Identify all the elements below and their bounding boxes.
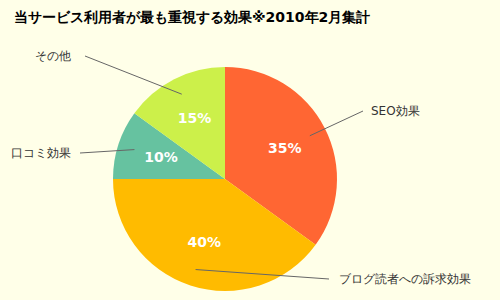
background: [0, 0, 500, 300]
data-label: 35%: [268, 139, 302, 155]
data-label: 15%: [178, 110, 212, 126]
data-labels: 35% 40% 10% 15%: [144, 110, 301, 250]
chart: 当サービス利用者が最も重視する効果※2010年2月集計 SEO効果ブログ読者への訴…: [0, 0, 500, 300]
title: 当サービス利用者が最も重視する効果※2010年2月集計: [14, 9, 370, 25]
category-label: 口コミ効果: [11, 146, 71, 160]
category-label: その他: [35, 49, 71, 63]
slice: [134, 67, 225, 179]
leader-line: [80, 150, 134, 153]
data-label: 40%: [187, 234, 221, 250]
data-label: 10%: [144, 149, 178, 165]
leader-line: [196, 270, 329, 279]
category-label: SEO効果: [371, 104, 420, 118]
leader-line: [85, 56, 182, 94]
category-labels: SEO効果ブログ読者への訴求効果 口コミ効果 その他: [11, 49, 471, 286]
pie: [113, 67, 337, 291]
category-label: ブログ読者への訴求効果: [339, 272, 471, 286]
leader-line: [310, 111, 363, 136]
slice: [113, 179, 316, 291]
